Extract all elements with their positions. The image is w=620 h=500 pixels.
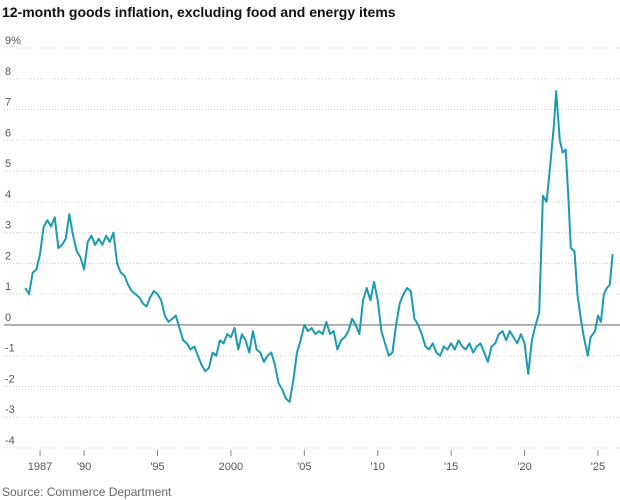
- x-tick-label: 1987: [28, 461, 52, 473]
- y-tick-label: 6: [5, 127, 11, 139]
- y-tick-label: -2: [5, 373, 15, 385]
- y-tick-label: 4: [5, 189, 11, 201]
- y-tick-label: 3: [5, 220, 11, 232]
- x-tick-label: '10: [371, 461, 385, 473]
- x-tick-label: '90: [77, 461, 91, 473]
- y-tick-label: 1: [5, 281, 11, 293]
- x-tick-label: '25: [591, 461, 605, 473]
- x-tick-label: '05: [297, 461, 311, 473]
- x-tick-label: '20: [517, 461, 531, 473]
- y-tick-label: 2: [5, 250, 11, 262]
- y-tick-label: 8: [5, 66, 11, 78]
- y-tick-label: 9%: [5, 35, 21, 47]
- y-tick-label: 5: [5, 158, 11, 170]
- y-tick-label: 7: [5, 97, 11, 109]
- y-tick-label: -3: [5, 404, 15, 416]
- y-tick-label: 0: [5, 312, 11, 324]
- x-tick-label: 2000: [219, 461, 243, 473]
- source-note: Source: Commerce Department: [2, 485, 172, 499]
- y-tick-label: -4: [5, 435, 15, 447]
- data-line: [24, 90, 614, 403]
- x-tick-label: '15: [444, 461, 458, 473]
- chart-title: 12-month goods inflation, excluding food…: [2, 4, 396, 20]
- x-tick-label: '95: [150, 461, 164, 473]
- y-tick-label: -1: [5, 343, 15, 355]
